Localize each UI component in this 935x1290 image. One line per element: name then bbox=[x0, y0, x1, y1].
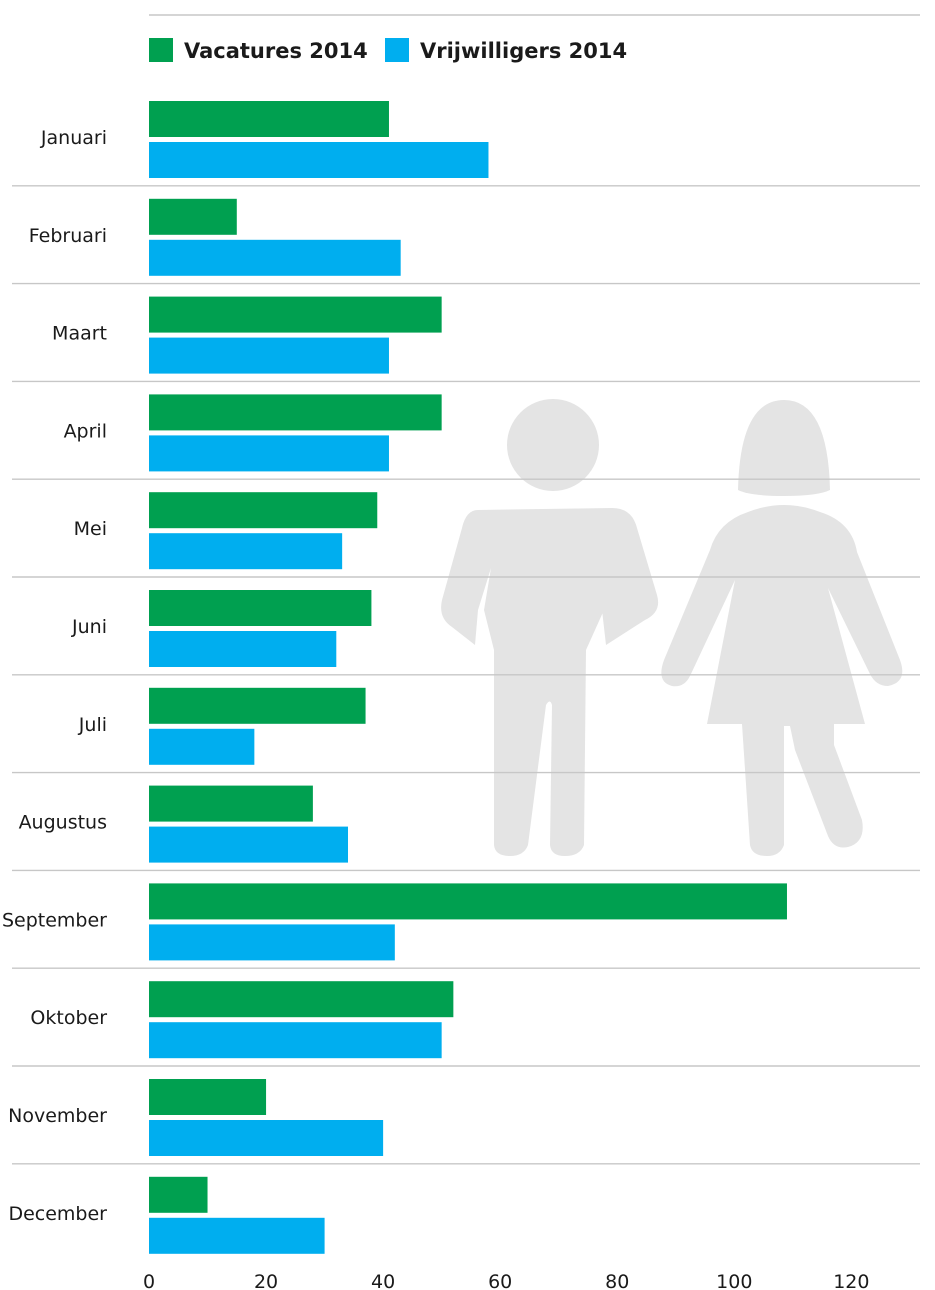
x-tick-label: 80 bbox=[605, 1271, 629, 1290]
x-tick-label: 120 bbox=[833, 1271, 869, 1290]
category-label-juli: Juli bbox=[78, 714, 107, 736]
category-label-oktober: Oktober bbox=[30, 1007, 107, 1029]
vrijwilligers-bar-oktober bbox=[149, 1022, 442, 1058]
x-tick-label: 0 bbox=[143, 1271, 155, 1290]
x-tick-label: 20 bbox=[254, 1271, 278, 1290]
category-label-december: December bbox=[8, 1203, 107, 1225]
category-label-mei: Mei bbox=[74, 518, 107, 540]
vacatures-bar-juli bbox=[149, 688, 366, 724]
category-label-januari: Januari bbox=[40, 127, 107, 149]
vrijwilligers-bar-augustus bbox=[149, 827, 348, 863]
man-silhouette-icon bbox=[441, 399, 658, 856]
vacatures-bar-april bbox=[149, 394, 442, 430]
vrijwilligers-bar-november bbox=[149, 1120, 383, 1156]
legend-label-vacatures: Vacatures 2014 bbox=[184, 39, 368, 63]
vacatures-bar-november bbox=[149, 1079, 266, 1115]
vacatures-bar-september bbox=[149, 883, 787, 919]
vrijwilligers-bar-juli bbox=[149, 729, 254, 765]
legend-swatch-vrijwilligers bbox=[385, 38, 409, 62]
category-labels: Januari Februari Maart April Mei Juni Juli Augu… bbox=[2, 127, 107, 1225]
legend-swatch-vacatures bbox=[149, 38, 173, 62]
category-label-juni: Juni bbox=[71, 616, 107, 638]
vrijwilligers-bar-maart bbox=[149, 338, 389, 374]
vrijwilligers-bar-januari bbox=[149, 142, 488, 178]
vrijwilligers-bar-september bbox=[149, 924, 395, 960]
category-label-november: November bbox=[8, 1105, 107, 1127]
category-label-september: September bbox=[2, 909, 107, 931]
vrijwilligers-bar-april bbox=[149, 435, 389, 471]
x-tick-label: 100 bbox=[716, 1271, 752, 1290]
x-tick-label: 40 bbox=[371, 1271, 395, 1290]
vacatures-bar-mei bbox=[149, 492, 377, 528]
vrijwilligers-bar-december bbox=[149, 1218, 325, 1254]
category-label-augustus: Augustus bbox=[19, 812, 107, 834]
vacatures-bar-januari bbox=[149, 101, 389, 137]
vrijwilligers-bar-februari bbox=[149, 240, 401, 276]
category-label-april: April bbox=[64, 420, 107, 442]
vacatures-bar-juni bbox=[149, 590, 371, 626]
vacatures-bar-februari bbox=[149, 199, 237, 235]
legend-label-vrijwilligers: Vrijwilligers 2014 bbox=[420, 39, 627, 63]
category-label-maart: Maart bbox=[52, 323, 107, 345]
x-axis-ticks: 0 20 40 60 80 100 120 bbox=[143, 1271, 870, 1290]
x-tick-label: 60 bbox=[488, 1271, 512, 1290]
vacatures-bar-augustus bbox=[149, 786, 313, 822]
woman-silhouette-icon bbox=[661, 400, 902, 856]
vacatures-bar-december bbox=[149, 1177, 208, 1213]
category-label-februari: Februari bbox=[29, 225, 107, 247]
vacatures-bar-oktober bbox=[149, 981, 453, 1017]
vacatures-bar-maart bbox=[149, 297, 442, 333]
vrijwilligers-bar-juni bbox=[149, 631, 336, 667]
legend: Vacatures 2014 Vrijwilligers 2014 bbox=[149, 38, 627, 63]
person-silhouettes-icon bbox=[441, 399, 902, 856]
vrijwilligers-bar-mei bbox=[149, 533, 342, 569]
